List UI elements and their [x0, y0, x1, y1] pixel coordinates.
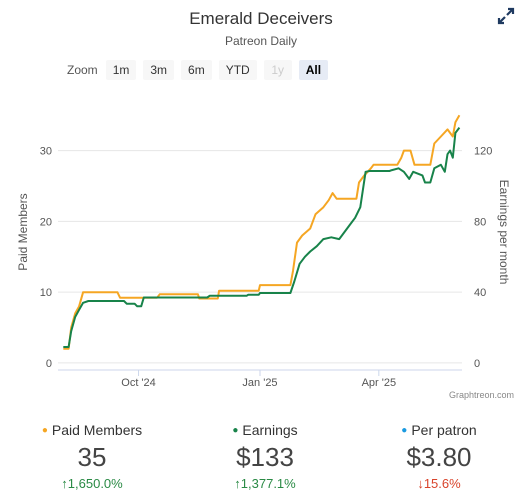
y-left-tick-label: 0	[46, 358, 52, 370]
y-left-axis-title: Paid Members	[16, 193, 30, 270]
stats-panel: ● Paid Members 35 ↑1,650.0% ● Earnings $13…	[0, 420, 522, 497]
stat-label: Earnings	[242, 422, 298, 438]
zoom-bar: Zoom 1m 3m 6m YTD 1y All	[67, 60, 335, 80]
stat-value: $3.80	[406, 442, 472, 472]
y-right-axis-title: Earnings per month	[497, 180, 511, 285]
expand-arrows-icon	[497, 7, 515, 25]
stat-label: Paid Members	[51, 422, 143, 438]
expand-button[interactable]	[496, 6, 516, 26]
stat-earnings: ● Earnings $133 ↑1,377.1%	[178, 420, 352, 491]
zoom-6m-button[interactable]: 6m	[181, 60, 212, 80]
y-left-tick-label: 10	[40, 287, 52, 299]
arrow-down-icon: ↓	[417, 476, 424, 491]
arrow-up-icon: ↑	[61, 476, 68, 491]
zoom-all-button[interactable]: All	[298, 60, 329, 80]
stat-paid-members: ● Paid Members 35 ↑1,650.0%	[5, 420, 179, 491]
stat-value: $133	[236, 442, 294, 472]
earnings-dot-icon: ●	[232, 425, 239, 436]
y-left-tick-label: 20	[40, 216, 52, 228]
zoom-3m-button[interactable]: 3m	[143, 60, 175, 80]
chart-subtitle: Patreon Daily	[224, 34, 298, 48]
chart-credit: Graphtreon.com	[449, 390, 514, 400]
x-tick-label: Oct '24	[121, 377, 156, 389]
stat-label: Per patron	[411, 422, 477, 438]
stat-per-patron: ● Per patron $3.80 ↓15.6%	[352, 420, 522, 491]
per-patron-dot-icon: ●	[401, 425, 408, 436]
paid-members-dot-icon: ●	[41, 425, 48, 436]
stat-change-value: 1,377.1%	[240, 476, 296, 491]
y-right-tick-label: 120	[474, 146, 492, 158]
paid-members-line	[63, 114, 461, 350]
x-tick-label: Apr '25	[362, 377, 397, 389]
zoom-1y-button: 1y	[263, 60, 292, 80]
line-chart: 0 10 20 30 0 40 80 120 Oct '24 Jan '25 Apr '25 Paid…	[16, 114, 514, 400]
stat-change-value: 1,650.0%	[67, 476, 123, 491]
stat-change: ↓15.6%	[352, 476, 522, 491]
y-right-tick-label: 0	[474, 358, 480, 370]
stat-change: ↑1,377.1%	[178, 476, 352, 491]
stat-change: ↑1,650.0%	[5, 476, 179, 491]
y-left-tick-label: 30	[40, 146, 52, 158]
stat-change-value: 15.6%	[423, 476, 461, 491]
stat-value: 35	[77, 442, 107, 472]
zoom-1m-button[interactable]: 1m	[105, 60, 137, 80]
zoom-label: Zoom	[67, 63, 98, 77]
y-right-tick-label: 80	[474, 216, 486, 228]
zoom-ytd-button[interactable]: YTD	[218, 60, 257, 80]
earnings-line	[63, 126, 461, 348]
x-tick-label: Jan '25	[242, 377, 277, 389]
arrow-up-icon: ↑	[234, 476, 241, 491]
y-right-tick-label: 40	[474, 287, 486, 299]
chart-title: Emerald Deceivers	[189, 9, 333, 28]
